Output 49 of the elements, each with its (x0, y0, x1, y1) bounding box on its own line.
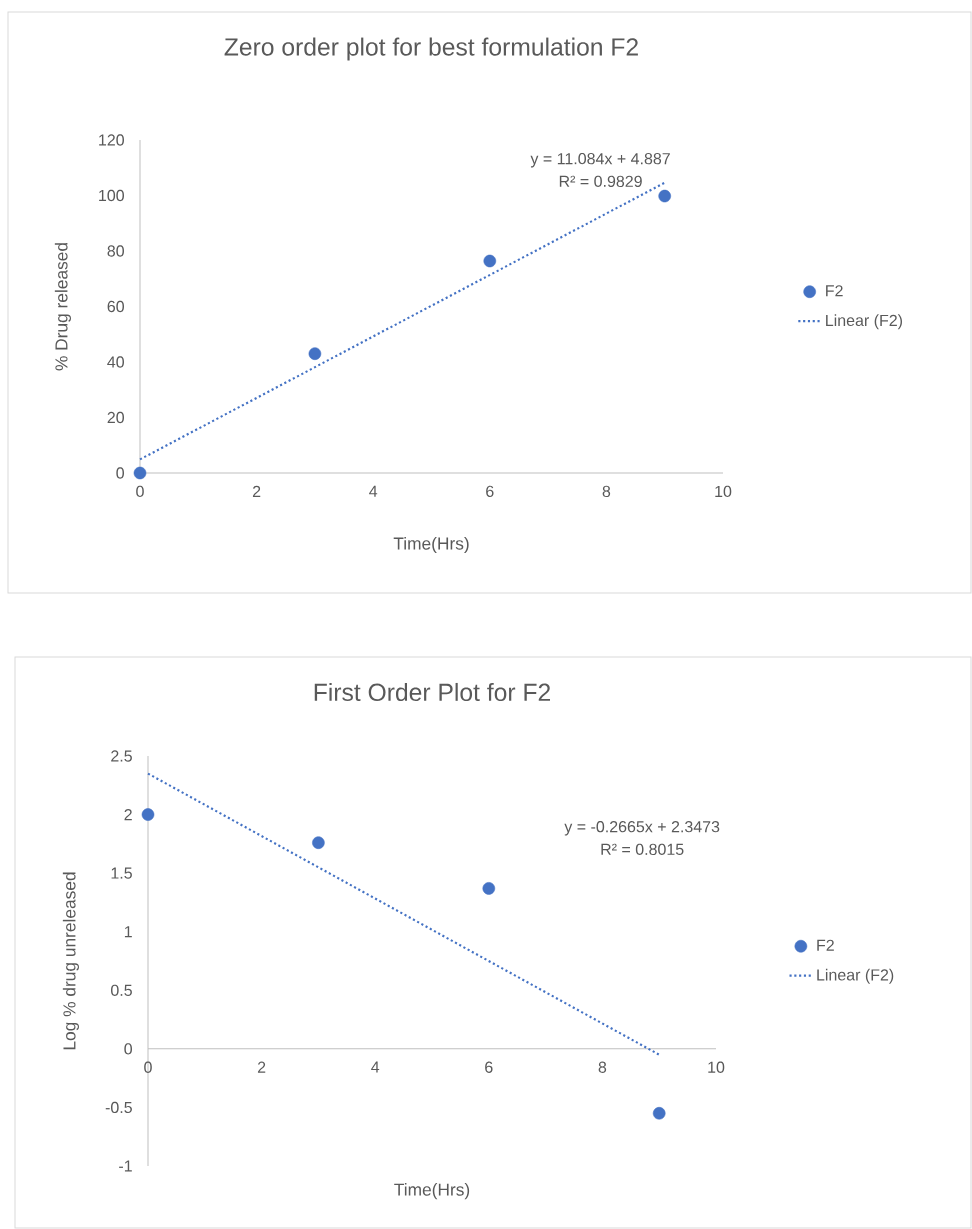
point (308, 347, 322, 360)
y-tick-label: 0.5 (111, 984, 132, 996)
chart-title: Zero order plot for best formulation F2 (224, 37, 638, 61)
y-tick-label: -1 (119, 1160, 132, 1172)
x-axis-title: Time(Hrs) (394, 1183, 470, 1200)
point (652, 1107, 666, 1120)
x-axis-title: Time(Hrs) (393, 536, 469, 554)
x-tick-label: 4 (369, 485, 378, 497)
x-tick-label: 0 (144, 1061, 152, 1073)
x-tick-label: 4 (371, 1061, 380, 1073)
legend-label: F2 (826, 285, 843, 297)
y-tick-label: 0 (124, 1043, 133, 1055)
y-tick-label: 20 (107, 411, 124, 424)
legend-label: F2 (817, 939, 834, 951)
point (133, 466, 147, 480)
point (483, 254, 497, 268)
legend-label: Linear (F2) (817, 968, 894, 984)
x-tick-label: 6 (486, 485, 494, 498)
annotation: R² = 0.8015 (601, 843, 684, 855)
legend-label: Linear (F2) (826, 314, 903, 330)
x-tick-label: 8 (598, 1061, 607, 1073)
y-tick-label: 80 (107, 245, 124, 257)
point (658, 189, 671, 203)
chart-title: First Order Plot for F2 (314, 682, 550, 702)
annotation: y = -0.2665x + 2.3473 (564, 821, 720, 836)
x-tick-label: 8 (602, 485, 611, 498)
y-tick-label: 0 (116, 467, 124, 479)
y-tick-label: 1 (124, 926, 132, 938)
x-tick-label: 2 (252, 485, 261, 497)
y-axis-title: % Drug released (54, 243, 72, 371)
x-tick-label: 10 (715, 485, 732, 498)
x-tick-label: 0 (136, 485, 144, 498)
y-axis-title: Log % drug unreleased (62, 872, 80, 1050)
point (312, 836, 325, 849)
annotation: y = 11.084x + 4.887 (530, 152, 670, 168)
y-tick-label: 2.5 (111, 750, 132, 762)
x-tick-label: 10 (708, 1061, 725, 1073)
x-tick-label: 6 (485, 1061, 493, 1073)
annotation: R² = 0.9829 (559, 175, 642, 187)
point (141, 808, 155, 821)
y-tick-label: 100 (99, 189, 124, 202)
x-tick-label: 2 (257, 1061, 266, 1073)
y-tick-label: 120 (99, 134, 124, 146)
y-tick-label: 40 (107, 356, 124, 368)
y-tick-label: 2 (124, 809, 132, 821)
y-tick-label: -0.5 (105, 1101, 132, 1114)
y-tick-label: 1.5 (111, 867, 132, 879)
y-tick-label: 60 (107, 300, 124, 313)
point (482, 882, 496, 895)
